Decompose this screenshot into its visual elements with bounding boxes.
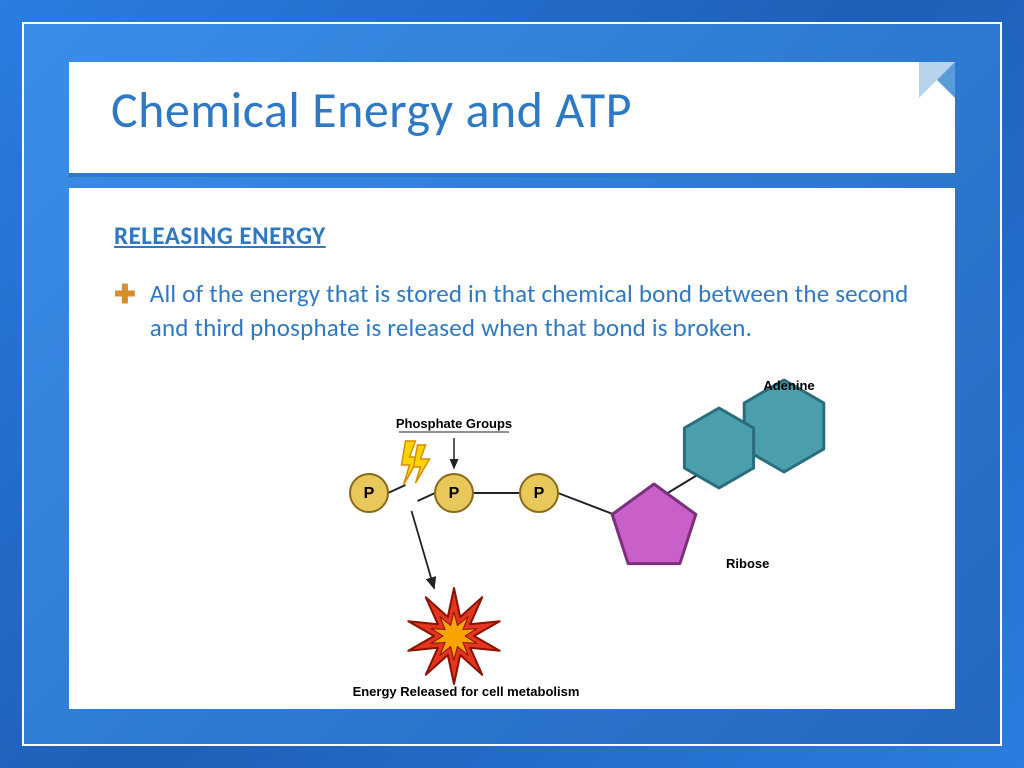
content-container: RELEASING ENERGY ✚ All of the energy tha…: [69, 188, 955, 709]
title-container: Chemical Energy and ATP: [69, 62, 955, 177]
bullet-item: ✚ All of the energy that is stored in th…: [114, 277, 910, 345]
svg-text:Energy Released for cell metab: Energy Released for cell metabolism: [353, 684, 580, 699]
svg-text:P: P: [534, 485, 545, 502]
svg-text:Phosphate Groups: Phosphate Groups: [396, 416, 512, 431]
slide-title: Chemical Energy and ATP: [111, 80, 913, 141]
corner-fold-decoration: [919, 62, 955, 98]
svg-text:Ribose: Ribose: [726, 556, 769, 571]
plus-bullet-icon: ✚: [114, 281, 136, 307]
svg-text:P: P: [449, 485, 460, 502]
svg-text:Adenine: Adenine: [763, 378, 814, 393]
atp-diagram: P P P Phosphate Groups Adenine Ribose Energy R…: [309, 378, 849, 708]
body-text: All of the energy that is stored in that…: [150, 277, 910, 345]
svg-text:P: P: [364, 485, 375, 502]
slide-frame: Chemical Energy and ATP RELEASING ENERGY…: [22, 22, 1002, 746]
slide-subtitle: RELEASING ENERGY: [114, 220, 910, 251]
